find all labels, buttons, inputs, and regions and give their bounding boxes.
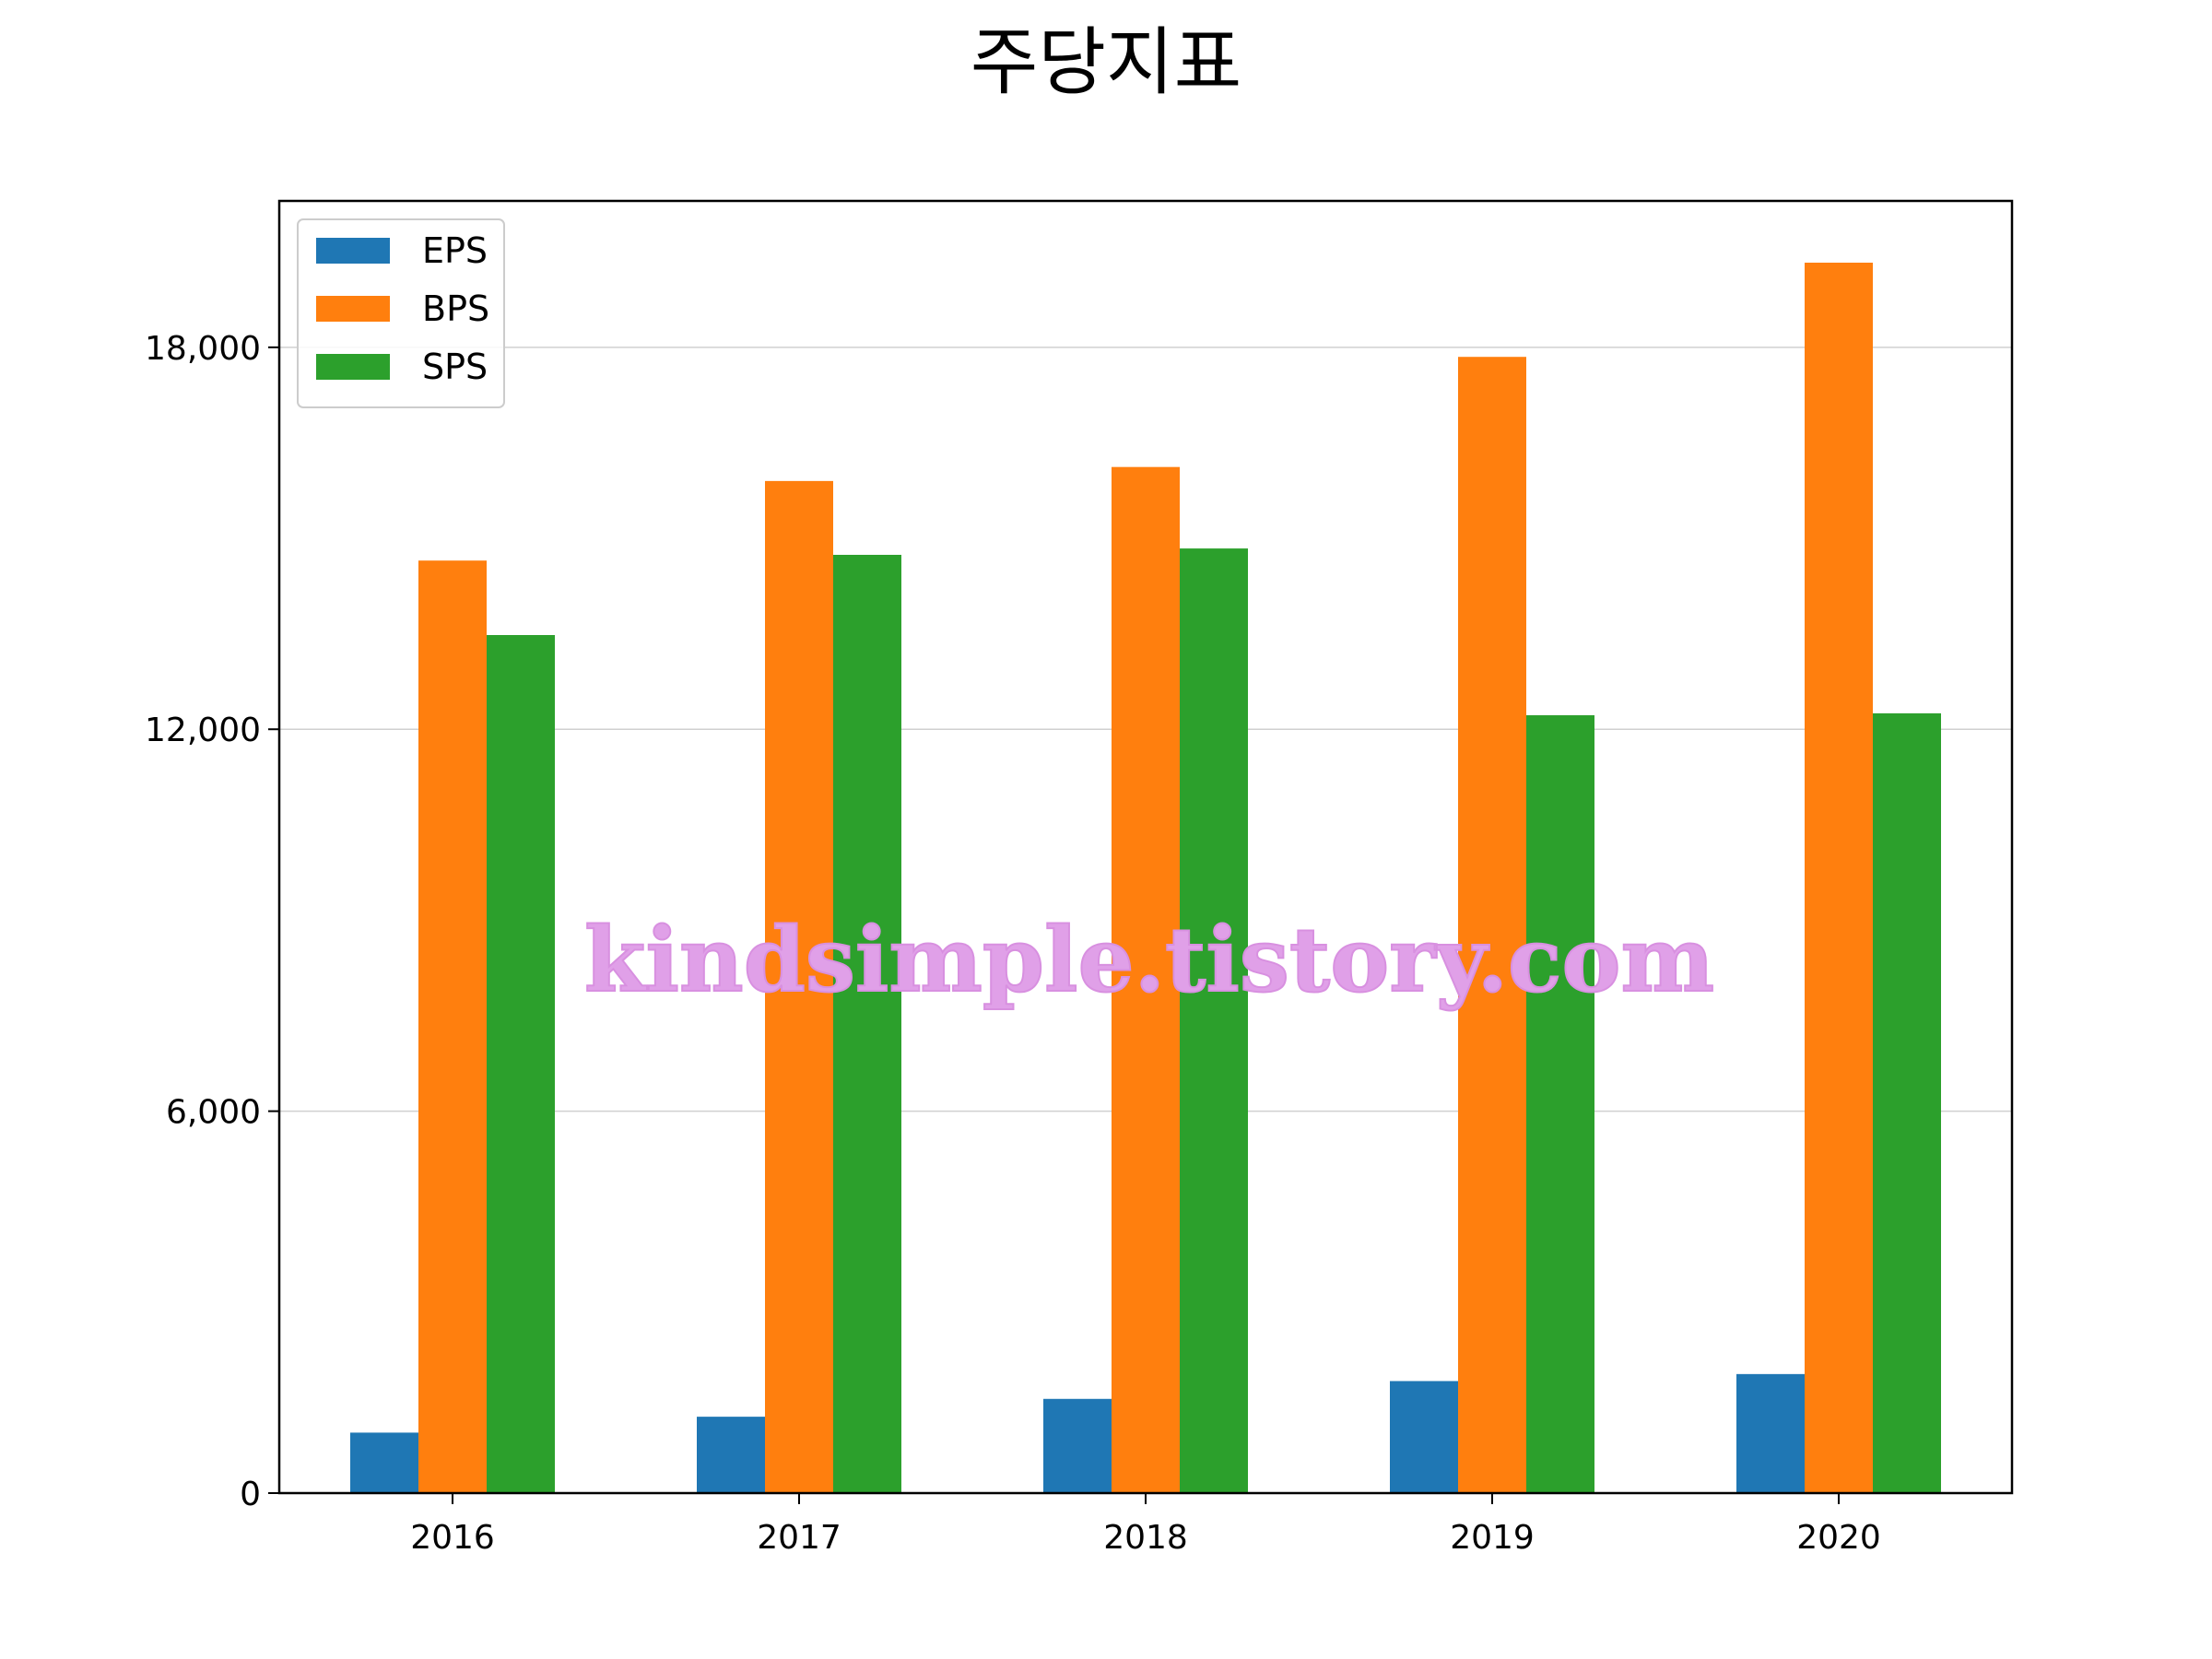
bar-eps-2018 <box>1043 1398 1112 1493</box>
bar-eps-2017 <box>697 1417 765 1493</box>
y-tick-label: 18,000 <box>145 330 261 368</box>
legend-label-bps: BPS <box>422 288 489 329</box>
legend-label-eps: EPS <box>422 230 488 271</box>
x-tick-label: 2017 <box>757 1519 841 1557</box>
watermark: kindsimple.tistory.com <box>584 908 1714 1012</box>
bar-bps-2016 <box>418 560 487 1493</box>
legend: EPS BPS SPS <box>297 218 505 408</box>
y-axis: 0 6,000 12,000 18,000 <box>145 330 279 1513</box>
bar-eps-2020 <box>1736 1373 1805 1493</box>
bar-sps-2017 <box>833 554 901 1493</box>
legend-swatch-eps <box>316 238 390 264</box>
bar-eps-2016 <box>350 1432 418 1493</box>
x-axis: 2016 2017 2018 2019 2020 <box>410 1493 1881 1557</box>
y-tick-label: 0 <box>240 1476 261 1513</box>
bar-sps-2020 <box>1873 712 1941 1493</box>
x-tick-label: 2018 <box>1103 1519 1188 1557</box>
legend-swatch-bps <box>316 296 390 322</box>
bar-bps-2020 <box>1805 262 1873 1493</box>
x-tick-label: 2020 <box>1796 1519 1881 1557</box>
y-tick-label: 12,000 <box>145 712 261 749</box>
x-tick-label: 2016 <box>410 1519 495 1557</box>
bar-sps-2018 <box>1180 548 1248 1494</box>
bar-sps-2016 <box>487 635 555 1493</box>
bar-eps-2019 <box>1390 1381 1458 1493</box>
x-tick-label: 2019 <box>1450 1519 1535 1557</box>
bar-bps-2018 <box>1112 466 1180 1493</box>
chart-title: 주당지표 <box>971 19 1241 105</box>
bar-bps-2019 <box>1458 357 1526 1493</box>
y-tick-label: 6,000 <box>166 1094 261 1132</box>
legend-swatch-sps <box>316 354 390 380</box>
bar-sps-2019 <box>1526 715 1594 1493</box>
bars <box>350 262 1941 1494</box>
bar-bps-2017 <box>765 480 833 1493</box>
legend-label-sps: SPS <box>422 347 488 387</box>
